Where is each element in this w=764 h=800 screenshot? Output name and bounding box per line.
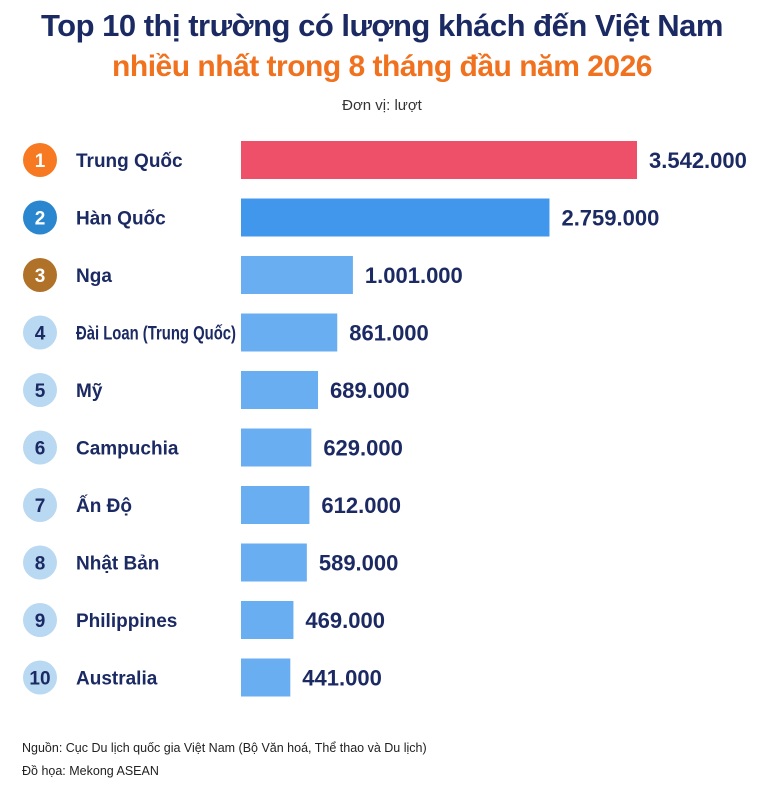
country-label: Nga [76,266,112,287]
country-label: Hàn Quốc [76,209,166,230]
rank-badge [23,200,57,235]
rank-badge [23,488,57,522]
bar [241,658,291,697]
footer-source: Nguồn: Cục Du lịch quốc gia Việt Nam (Bộ… [22,741,427,755]
rank-badge [23,660,57,695]
rank-number: 6 [35,439,46,460]
value-label: 3.542.000 [649,148,747,173]
value-label: 861.000 [349,321,429,346]
country-label: Ấn Độ [76,495,132,517]
value-label: 589.000 [319,551,399,576]
rank-number: 1 [35,151,46,172]
value-label: 689.000 [330,378,410,403]
value-label: 612.000 [321,493,401,518]
bar [241,543,307,582]
value-label: 2.759.000 [561,206,659,231]
country-label: Philippines [76,611,177,632]
rank-badge [23,258,57,292]
chart-subtitle: nhiều nhất trong 8 tháng đầu năm 2026 [112,50,652,83]
footer-graphic-credit: Đồ họa: Mekong ASEAN [22,764,159,778]
country-label: Trung Quốc [76,151,183,172]
value-label: 441.000 [302,666,382,691]
rank-number: 4 [35,324,46,345]
country-label: Nhật Bản [76,554,159,575]
rank-badge [23,373,57,407]
value-label: 629.000 [323,436,403,461]
bar [241,371,319,409]
rank-badge [23,315,57,350]
value-label: 469.000 [305,608,385,633]
bar [241,313,338,352]
country-label: Đài Loan (Trung Quốc) [76,324,236,345]
country-label: Mỹ [76,381,103,402]
country-label: Australia [76,669,158,690]
bar [241,198,550,237]
rank-number: 9 [35,611,46,632]
rank-number: 3 [35,266,46,287]
unit-label: Đơn vị: lượt [342,97,422,114]
rank-badge [23,430,57,465]
rank-badge [23,143,57,177]
bar [241,486,310,524]
bar [241,256,353,294]
bar [241,601,294,639]
rank-badge [23,545,57,580]
bar [241,428,312,467]
rank-number: 2 [35,209,46,230]
rank-number: 8 [35,554,46,575]
rank-number: 5 [35,381,46,402]
bar-chart: 1 Trung Quốc 3.542.000 2 Hàn Quốc 2.759.000 3 N… [23,141,747,697]
rank-number: 10 [29,669,50,690]
bar [241,141,637,179]
rank-number: 7 [35,496,46,517]
rank-badge [23,603,57,637]
country-label: Campuchia [76,439,179,460]
value-label: 1.001.000 [365,263,463,288]
chart-title: Top 10 thị trường có lượng khách đến Việ… [41,8,723,43]
